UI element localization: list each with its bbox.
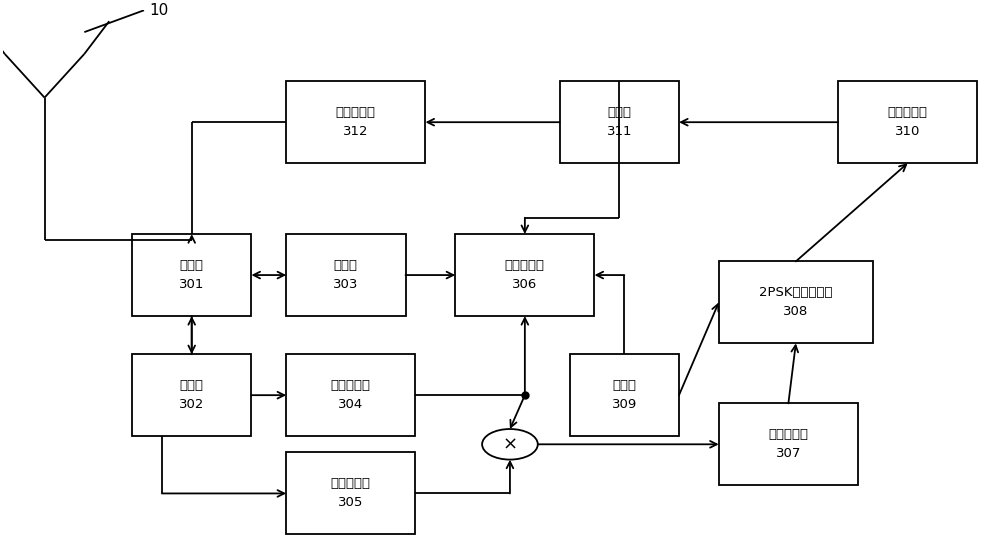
Text: 可变延迟器
306: 可变延迟器 306 [505, 259, 545, 291]
FancyBboxPatch shape [455, 234, 594, 316]
Text: 10: 10 [149, 3, 168, 18]
Text: 定时器
303: 定时器 303 [333, 259, 359, 291]
FancyBboxPatch shape [570, 354, 679, 436]
Text: 双工器
301: 双工器 301 [179, 259, 204, 291]
FancyBboxPatch shape [719, 262, 873, 343]
Text: 开关器
311: 开关器 311 [607, 106, 632, 138]
FancyBboxPatch shape [286, 452, 415, 534]
Text: 高频放大器
304: 高频放大器 304 [331, 379, 371, 411]
Text: 振荡器
309: 振荡器 309 [612, 379, 637, 411]
FancyBboxPatch shape [132, 354, 251, 436]
Text: 功率放大器
312: 功率放大器 312 [336, 106, 376, 138]
Text: 数据比较器
310: 数据比较器 310 [888, 106, 928, 138]
FancyBboxPatch shape [286, 354, 415, 436]
FancyBboxPatch shape [719, 404, 858, 485]
Text: 中频滤波器
307: 中频滤波器 307 [768, 428, 808, 460]
Text: ×: × [502, 435, 518, 453]
FancyBboxPatch shape [132, 234, 251, 316]
Text: 高频放大器
305: 高频放大器 305 [331, 477, 371, 509]
Text: 2PSK相干解调器
308: 2PSK相干解调器 308 [759, 286, 833, 319]
FancyBboxPatch shape [838, 81, 977, 163]
Text: 分路器
302: 分路器 302 [179, 379, 204, 411]
FancyBboxPatch shape [286, 81, 425, 163]
FancyBboxPatch shape [560, 81, 679, 163]
FancyBboxPatch shape [286, 234, 406, 316]
